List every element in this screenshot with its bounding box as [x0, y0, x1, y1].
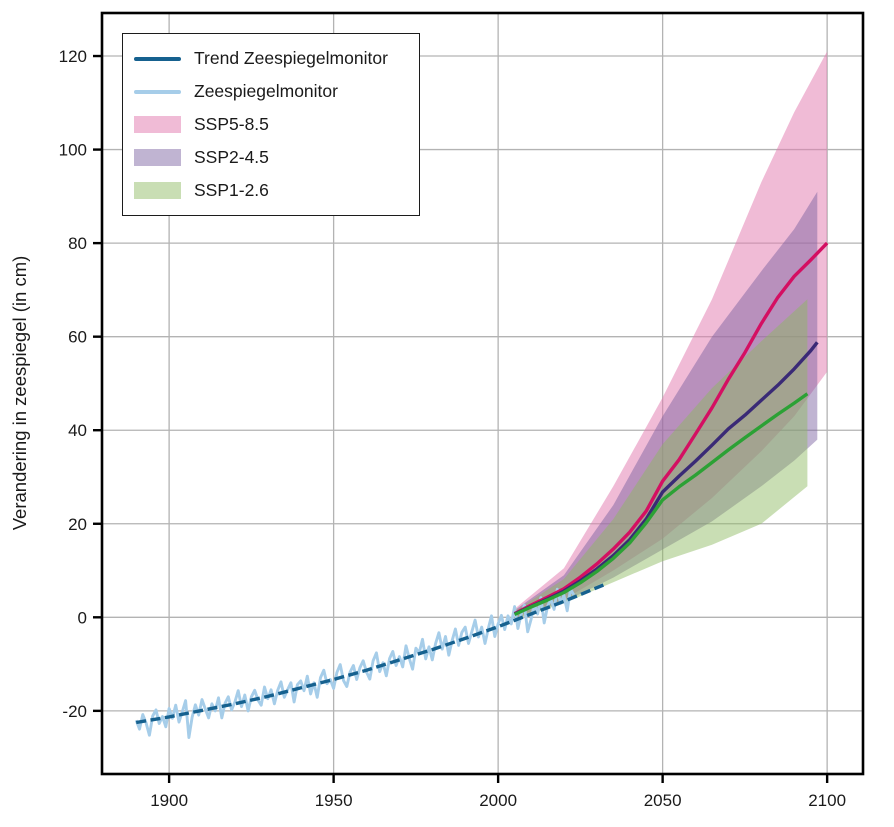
legend-swatch-ssp1-patch-icon	[134, 182, 181, 199]
legend-item-ssp1-2-6: SSP1-2.6	[134, 174, 413, 207]
y-tick-label: 100	[59, 141, 87, 160]
legend-swatch-ssp5-patch-icon	[134, 116, 181, 133]
ssp1-2.6-median-line	[513, 392, 809, 617]
plot-border	[100, 11, 865, 776]
x-tick-label: 1900	[150, 791, 188, 810]
y-tick-label: 0	[78, 608, 87, 627]
x-tick-label: 2000	[479, 791, 517, 810]
y-tick-label: 40	[68, 421, 87, 440]
legend-item-ssp5-8-5: SSP5-8.5	[134, 108, 413, 141]
y-tick-label: 80	[68, 234, 87, 253]
legend-label: SSP2-4.5	[194, 147, 269, 167]
ssp5-8.5-median-line	[513, 241, 829, 616]
ssp1-2.6-band	[514, 299, 808, 620]
legend-label: SSP5-8.5	[194, 114, 269, 134]
x-tick-label: 2050	[644, 791, 682, 810]
legend: Trend Zeespiegelmonitor Zeespiegelmonito…	[122, 33, 420, 216]
axis-layer: 1900 1950 2000 2050 2100 -20 0 20 40 60 80 100 120	[59, 11, 865, 810]
series-layer	[134, 241, 829, 739]
ssp5-8.5-band	[514, 51, 828, 618]
y-tick-label: 60	[68, 328, 87, 347]
legend-label: Trend Zeespiegelmonitor	[194, 48, 388, 68]
ssp2-4.5-band	[514, 191, 818, 619]
legend-item-trend-zeespiegelmonitor: Trend Zeespiegelmonitor	[134, 42, 413, 75]
x-tick-label: 2100	[808, 791, 846, 810]
zeespiegelmonitor-line	[134, 587, 576, 739]
y-tick-label: 120	[59, 47, 87, 66]
legend-label: SSP1-2.6	[194, 180, 269, 200]
legend-swatch-observations-line-icon	[134, 89, 181, 94]
legend-item-ssp2-4-5: SSP2-4.5	[134, 141, 413, 174]
legend-swatch-trend-line-icon	[134, 56, 181, 61]
legend-item-zeespiegelmonitor: Zeespiegelmonitor	[134, 75, 413, 108]
legend-label: Zeespiegelmonitor	[194, 81, 338, 101]
legend-swatch-ssp2-patch-icon	[134, 149, 181, 166]
y-axis-label: Verandering in zeespiegel (in cm)	[9, 256, 30, 531]
y-tick-label: 20	[68, 515, 87, 534]
x-tick-label: 1950	[315, 791, 353, 810]
trend-zeespiegelmonitor-line	[135, 583, 605, 725]
y-tick-label: -20	[62, 702, 87, 721]
band-layer	[514, 51, 828, 620]
